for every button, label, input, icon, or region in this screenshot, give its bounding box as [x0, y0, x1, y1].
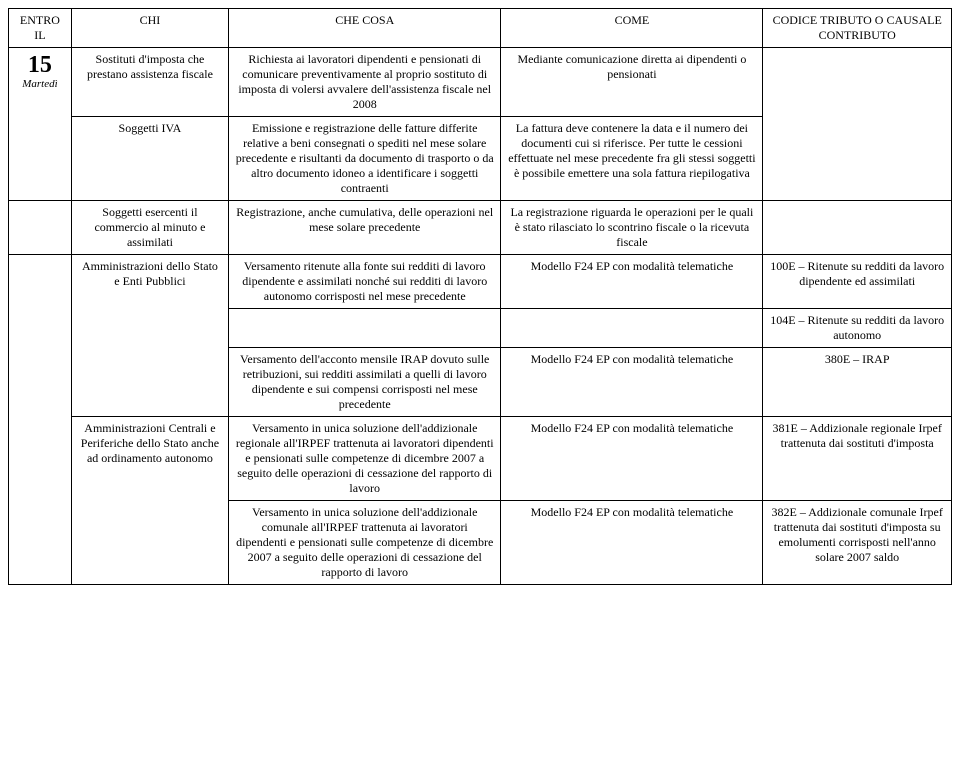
cell-come: Modello F24 EP con modalità telematiche — [501, 348, 763, 417]
cell-come: La registrazione riguarda le operazioni … — [501, 201, 763, 255]
cell-cosa: Versamento in unica soluzione dell'addiz… — [229, 501, 501, 585]
cell-entro — [9, 201, 72, 255]
date-day: 15 — [15, 52, 65, 78]
header-cosa: CHE COSA — [229, 9, 501, 48]
cell-chi: Amministrazioni dello Stato e Enti Pubbl… — [71, 255, 228, 417]
header-come: COME — [501, 9, 763, 48]
cell-codice: 381E – Addizionale regionale Irpef tratt… — [763, 417, 952, 501]
cell-chi: Soggetti IVA — [71, 117, 228, 201]
cell-cosa: Versamento ritenute alla fonte sui reddi… — [229, 255, 501, 309]
cell-codice: 100E – Ritenute su redditi da lavoro dip… — [763, 255, 952, 309]
header-chi: CHI — [71, 9, 228, 48]
cell-come: La fattura deve contenere la data e il n… — [501, 117, 763, 201]
cell-come: Modello F24 EP con modalità telematiche — [501, 501, 763, 585]
cell-come — [501, 309, 763, 348]
cell-codice — [763, 201, 952, 255]
cell-cosa: Emissione e registrazione delle fatture … — [229, 117, 501, 201]
header-codice: CODICE TRIBUTO O CAUSALE CONTRIBUTO — [763, 9, 952, 48]
cell-come: Modello F24 EP con modalità telematiche — [501, 255, 763, 309]
table-row: 15 Martedì Sostituti d'imposta che prest… — [9, 48, 952, 117]
cell-codice: 380E – IRAP — [763, 348, 952, 417]
cell-chi: Sostituti d'imposta che prestano assiste… — [71, 48, 228, 117]
table-row: Amministrazioni Centrali e Periferiche d… — [9, 417, 952, 501]
date-cell: 15 Martedì — [9, 48, 72, 201]
cell-cosa: Richiesta ai lavoratori dipendenti e pen… — [229, 48, 501, 117]
cell-cosa: Versamento in unica soluzione dell'addiz… — [229, 417, 501, 501]
cell-cosa: Registrazione, anche cumulativa, delle o… — [229, 201, 501, 255]
scadenze-table: ENTRO IL CHI CHE COSA COME CODICE TRIBUT… — [8, 8, 952, 585]
header-entro: ENTRO IL — [9, 9, 72, 48]
cell-come: Mediante comunicazione diretta ai dipend… — [501, 48, 763, 117]
table-header-row: ENTRO IL CHI CHE COSA COME CODICE TRIBUT… — [9, 9, 952, 48]
table-row: Amministrazioni dello Stato e Enti Pubbl… — [9, 255, 952, 309]
date-weekday: Martedì — [15, 78, 65, 90]
cell-codice: 104E – Ritenute su redditi da lavoro aut… — [763, 309, 952, 348]
cell-come: Modello F24 EP con modalità telematiche — [501, 417, 763, 501]
table-row: Soggetti esercenti il commercio al minut… — [9, 201, 952, 255]
cell-entro — [9, 255, 72, 585]
cell-cosa: Versamento dell'acconto mensile IRAP dov… — [229, 348, 501, 417]
cell-chi: Soggetti esercenti il commercio al minut… — [71, 201, 228, 255]
cell-cosa — [229, 309, 501, 348]
cell-chi: Amministrazioni Centrali e Periferiche d… — [71, 417, 228, 585]
cell-codice — [763, 48, 952, 201]
cell-codice: 382E – Addizionale comunale Irpef tratte… — [763, 501, 952, 585]
